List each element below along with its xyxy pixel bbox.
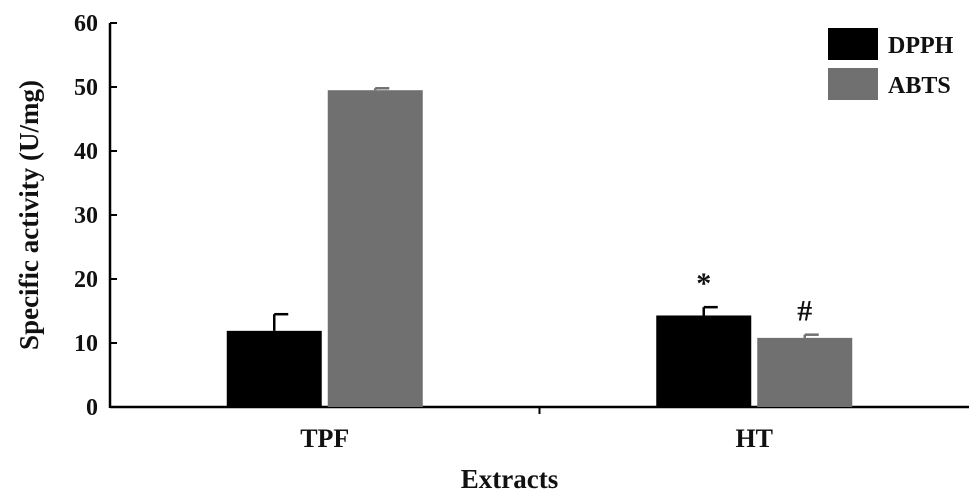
bars	[226, 87, 853, 407]
legend-swatch-abts	[828, 68, 878, 100]
legend-label-dpph: DPPH	[888, 33, 954, 59]
significance-mark: #	[797, 295, 812, 328]
x-tick-label: HT	[735, 424, 773, 453]
y-tick-label: 50	[74, 75, 98, 101]
y-tick-label: 20	[74, 267, 98, 293]
bar-dpph-tpf	[226, 330, 322, 407]
y-tick-label: 60	[74, 11, 98, 37]
y-tick-label: 0	[86, 395, 98, 421]
bar-dpph-ht	[656, 315, 752, 407]
y-axis-ticks: 0 10 20 30 40 50 60	[74, 11, 117, 421]
legend-swatch-dpph	[828, 28, 878, 60]
y-tick-label: 10	[74, 331, 98, 357]
y-tick-label: 30	[74, 203, 98, 229]
legend-label-abts: ABTS	[888, 73, 951, 99]
y-tick-label: 40	[74, 139, 98, 165]
bar-abts-tpf	[327, 90, 423, 407]
x-axis-title: Extracts	[461, 464, 558, 494]
x-tick-label: TPF	[300, 424, 349, 453]
bar-abts-ht	[757, 337, 853, 407]
annotations: *#	[696, 267, 812, 328]
y-axis-title: Specific activity (U/mg)	[14, 80, 44, 350]
x-axis-category-labels: TPF HT	[300, 407, 773, 453]
legend: DPPH ABTS	[828, 28, 954, 100]
significance-mark: *	[696, 267, 711, 300]
